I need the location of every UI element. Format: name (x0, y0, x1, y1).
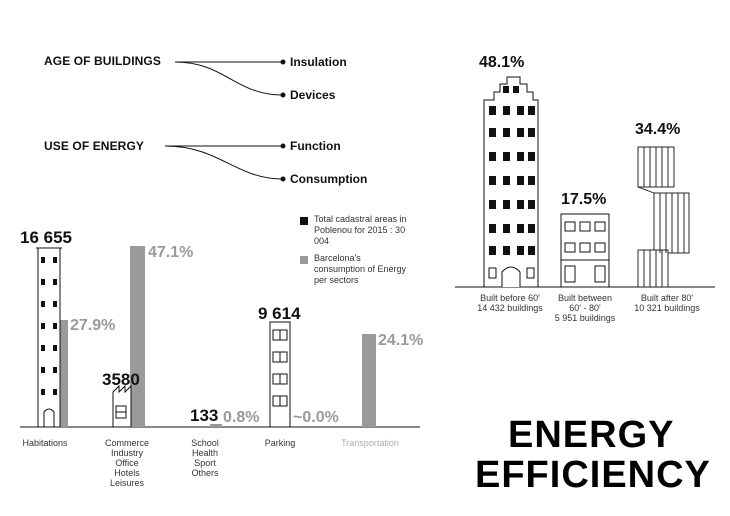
legend-swatch-area (300, 217, 308, 225)
building-label-60-80: Built between 60' - 80' (557, 293, 613, 313)
flow-line-consumption (164, 145, 284, 180)
sector-consumption-school: 0.8% (223, 409, 260, 426)
title-line-1: ENERGY (508, 414, 675, 456)
sector-consumption-transportation: 24.1% (378, 332, 424, 349)
consumption-bar-habitations (58, 320, 68, 427)
legend-swatch-consumption (300, 256, 308, 264)
sector-consumption-habitations: 27.9% (70, 317, 116, 334)
sector-area-parking: 9 614 (258, 304, 301, 323)
building-caption-60-80: Built between 60' - 80' 5 951 buildings (545, 293, 625, 323)
parking-building-icon (269, 321, 291, 428)
building-count-after-80: 10 321 buildings (634, 303, 700, 313)
sector-consumption-parking: ~0.0% (293, 409, 339, 426)
consumption-bar-school (210, 424, 222, 427)
building-label-before-60: Built before 60' (480, 293, 540, 303)
flow-dot-icon (280, 143, 286, 149)
modern-building-icon (637, 146, 690, 288)
flow-dot-icon (280, 59, 286, 65)
building-pct-after-80: 34.4% (635, 121, 681, 138)
flow-line-devices (174, 61, 284, 96)
consumption-bar-commerce (130, 246, 145, 427)
old-building-icon (483, 76, 539, 288)
building-count-before-60: 14 432 buildings (477, 303, 543, 313)
flow-group-age: AGE OF BUILDINGS (44, 54, 161, 68)
building-count-60-80: 5 951 buildings (554, 313, 616, 323)
sector-label-habitations: Habitations (22, 438, 68, 448)
sector-area-commerce: 3580 (102, 370, 140, 389)
tall-building-icon (36, 247, 62, 428)
building-caption-before-60: Built before 60' 14 432 buildings (460, 293, 560, 313)
building-pct-60-80: 17.5% (561, 191, 607, 208)
sector-consumption-commerce: 47.1% (148, 244, 194, 261)
building-label-after-80: Built after 80' (640, 293, 694, 303)
flow-output-function: Function (290, 139, 341, 153)
consumption-bar-transportation (362, 334, 376, 427)
sector-label-commerce: Commerce Industry Office Hotels Leisures (104, 438, 149, 488)
legend-text-consumption: Barcelona's consumption of Energy per se… (314, 253, 407, 285)
sector-label-parking: Parking (264, 438, 296, 448)
legend-text-area: Total cadastral areas in Poblenou for 20… (314, 214, 407, 246)
flow-output-consumption: Consumption (290, 172, 368, 186)
flow-output-insulation: Insulation (290, 55, 347, 69)
flow-group-energy: USE OF ENERGY (44, 139, 144, 153)
sector-area-school: 133 (190, 406, 219, 425)
factory-icon (112, 384, 132, 428)
building-pct-before-60: 48.1% (479, 54, 525, 71)
sector-area-habitations: 16 655 (20, 228, 72, 247)
sector-label-school: School Health Sport Others (191, 438, 219, 478)
sector-label-transportation: Transportation (341, 438, 399, 448)
flow-dot-icon (280, 176, 286, 182)
flow-dot-icon (280, 92, 286, 98)
flow-output-devices: Devices (290, 88, 336, 102)
midcentury-building-icon (560, 213, 610, 288)
title-line-2: EFFICIENCY (475, 454, 711, 496)
building-caption-after-80: Built after 80' 10 321 buildings (622, 293, 712, 313)
